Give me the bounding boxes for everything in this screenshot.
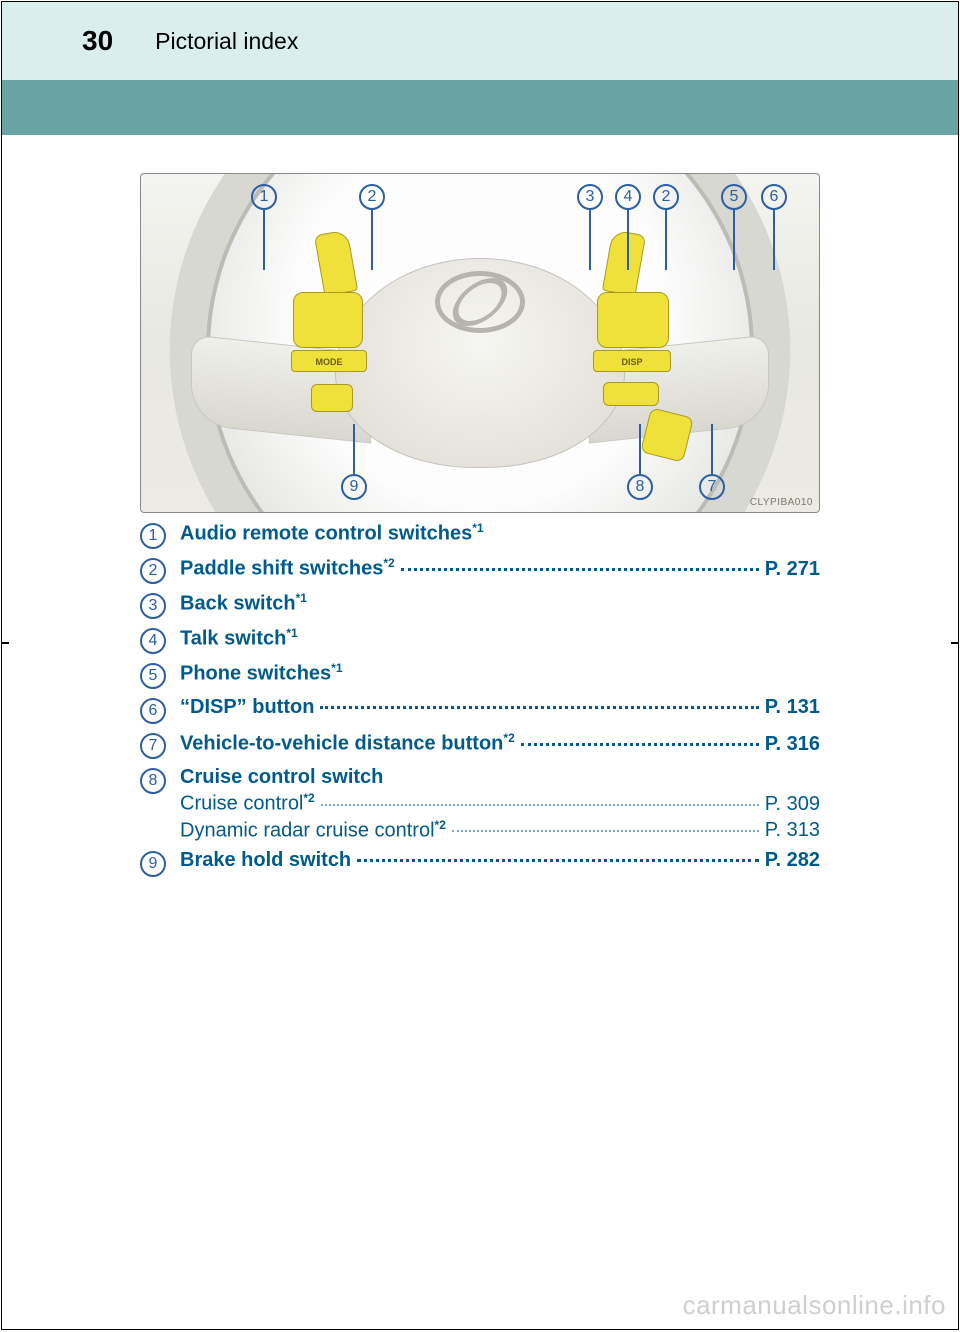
page-number: 30: [82, 25, 113, 57]
lexus-emblem-l: [443, 278, 517, 326]
legend-footnote: *2: [383, 556, 394, 570]
callout-lead: [639, 424, 641, 474]
legend-footnote: *1: [296, 591, 307, 605]
legend-number: 7: [140, 733, 166, 759]
legend-row: 4 Talk switch*1: [140, 626, 820, 654]
legend-label: Vehicle-to-vehicle distance button*2: [180, 731, 515, 756]
legend-label: Phone switches*1: [180, 661, 343, 686]
callout-number: 7: [699, 474, 725, 500]
legend-sublabel: Cruise control*2: [180, 791, 315, 816]
callout-lead: [665, 210, 667, 270]
phone-switch-cluster: [597, 292, 669, 348]
legend-entry: Brake hold switch P. 282: [180, 849, 820, 872]
callout-lead: [589, 210, 591, 270]
legend-sublabel: Dynamic radar cruise control*2: [180, 818, 446, 843]
legend-entry: Paddle shift switches*2 P. 271: [180, 556, 820, 581]
callout-lead: [263, 210, 265, 270]
crop-mark-right: [951, 642, 959, 644]
legend-number: 3: [140, 593, 166, 619]
legend-page-ref: P. 131: [765, 696, 820, 719]
legend-page-ref: P. 316: [765, 733, 820, 756]
legend-label: Talk switch*1: [180, 626, 298, 651]
legend-footnote: *2: [503, 731, 514, 745]
legend-footnote: *1: [286, 626, 297, 640]
legend-entry: “DISP” button P. 131: [180, 696, 820, 719]
legend-number: 1: [140, 523, 166, 549]
steering-wheel-diagram: MODE DISP 1234256 987 CLYPIBA010: [140, 173, 820, 513]
brake-hold-button: [311, 384, 353, 412]
leader-dots: [452, 830, 759, 832]
callout-number: 4: [615, 184, 641, 210]
leader-dots: [357, 859, 759, 862]
image-code: CLYPIBA010: [750, 497, 813, 508]
legend-entry: Back switch*1: [180, 591, 820, 616]
legend-page-ref: P. 271: [765, 558, 820, 581]
legend-footnote: *1: [331, 661, 342, 675]
callout-lead: [711, 424, 713, 474]
page: 30 Pictorial index MODE DISP 1234256 987…: [1, 1, 959, 1330]
legend-footnote: *2: [435, 818, 446, 832]
callout-number: 6: [761, 184, 787, 210]
callout-lead: [733, 210, 735, 270]
callout-number: 2: [359, 184, 385, 210]
legend-entry: Cruise control switchCruise control*2 P. …: [180, 766, 820, 842]
legend-entry: Phone switches*1: [180, 661, 820, 686]
crop-mark-left: [1, 642, 9, 644]
legend-row: 9 Brake hold switch P. 282: [140, 849, 820, 877]
callout-lead: [627, 210, 629, 270]
legend-label: Back switch*1: [180, 591, 307, 616]
callout-number: 2: [653, 184, 679, 210]
legend-entry: Talk switch*1: [180, 626, 820, 651]
legend-number: 9: [140, 851, 166, 877]
callout-number: 9: [341, 474, 367, 500]
audio-switch-cluster: [293, 292, 363, 348]
page-header: 30 Pictorial index: [2, 2, 958, 80]
legend-number: 4: [140, 628, 166, 654]
legend-row: 3 Back switch*1: [140, 591, 820, 619]
leader-dots: [321, 804, 759, 806]
legend-number: 5: [140, 663, 166, 689]
legend-row: 8 Cruise control switchCruise control*2 P.…: [140, 766, 820, 842]
callout-number: 5: [721, 184, 747, 210]
legend-row: 1 Audio remote control switches*1: [140, 521, 820, 549]
leader-dots: [320, 706, 758, 709]
legend-entry: Audio remote control switches*1: [180, 521, 820, 546]
callout-number: 8: [627, 474, 653, 500]
legend-label: Audio remote control switches*1: [180, 521, 484, 546]
legend-footnote: *1: [472, 521, 483, 535]
legend-row: 5 Phone switches*1: [140, 661, 820, 689]
leader-dots: [521, 743, 759, 746]
legend-footnote: *2: [303, 791, 314, 805]
leader-dots: [401, 568, 759, 571]
chapter-band: [2, 80, 958, 135]
legend-row: 7 Vehicle-to-vehicle distance button*2 P. …: [140, 731, 820, 759]
legend-entry: Vehicle-to-vehicle distance button*2 P. 3…: [180, 731, 820, 756]
legend-label: “DISP” button: [180, 696, 314, 719]
callout-lead: [353, 424, 355, 474]
callout-number: 1: [251, 184, 277, 210]
watermark: carmanualsonline.info: [683, 1290, 946, 1321]
legend-number: 8: [140, 768, 166, 794]
legend-row: 6 “DISP” button P. 131: [140, 696, 820, 724]
legend-page-ref: P. 282: [765, 849, 820, 872]
legend-label: Cruise control switch: [180, 766, 383, 789]
disp-button: DISP: [593, 350, 671, 372]
callout-lead: [773, 210, 775, 270]
legend-row: 2 Paddle shift switches*2 P. 271: [140, 556, 820, 584]
callout-lead: [371, 210, 373, 270]
callout-number: 3: [577, 184, 603, 210]
distance-button: [603, 382, 659, 406]
section-title: Pictorial index: [155, 28, 298, 55]
legend-page-ref: P. 309: [765, 793, 820, 816]
lexus-emblem: [435, 271, 525, 333]
legend-page-ref: P. 313: [765, 819, 820, 842]
legend-label: Brake hold switch: [180, 849, 351, 872]
legend-list: 1 Audio remote control switches*1 2 Paddle …: [140, 521, 820, 877]
legend-number: 6: [140, 698, 166, 724]
legend-label: Paddle shift switches*2: [180, 556, 395, 581]
mode-button: MODE: [291, 350, 367, 372]
legend-number: 2: [140, 558, 166, 584]
